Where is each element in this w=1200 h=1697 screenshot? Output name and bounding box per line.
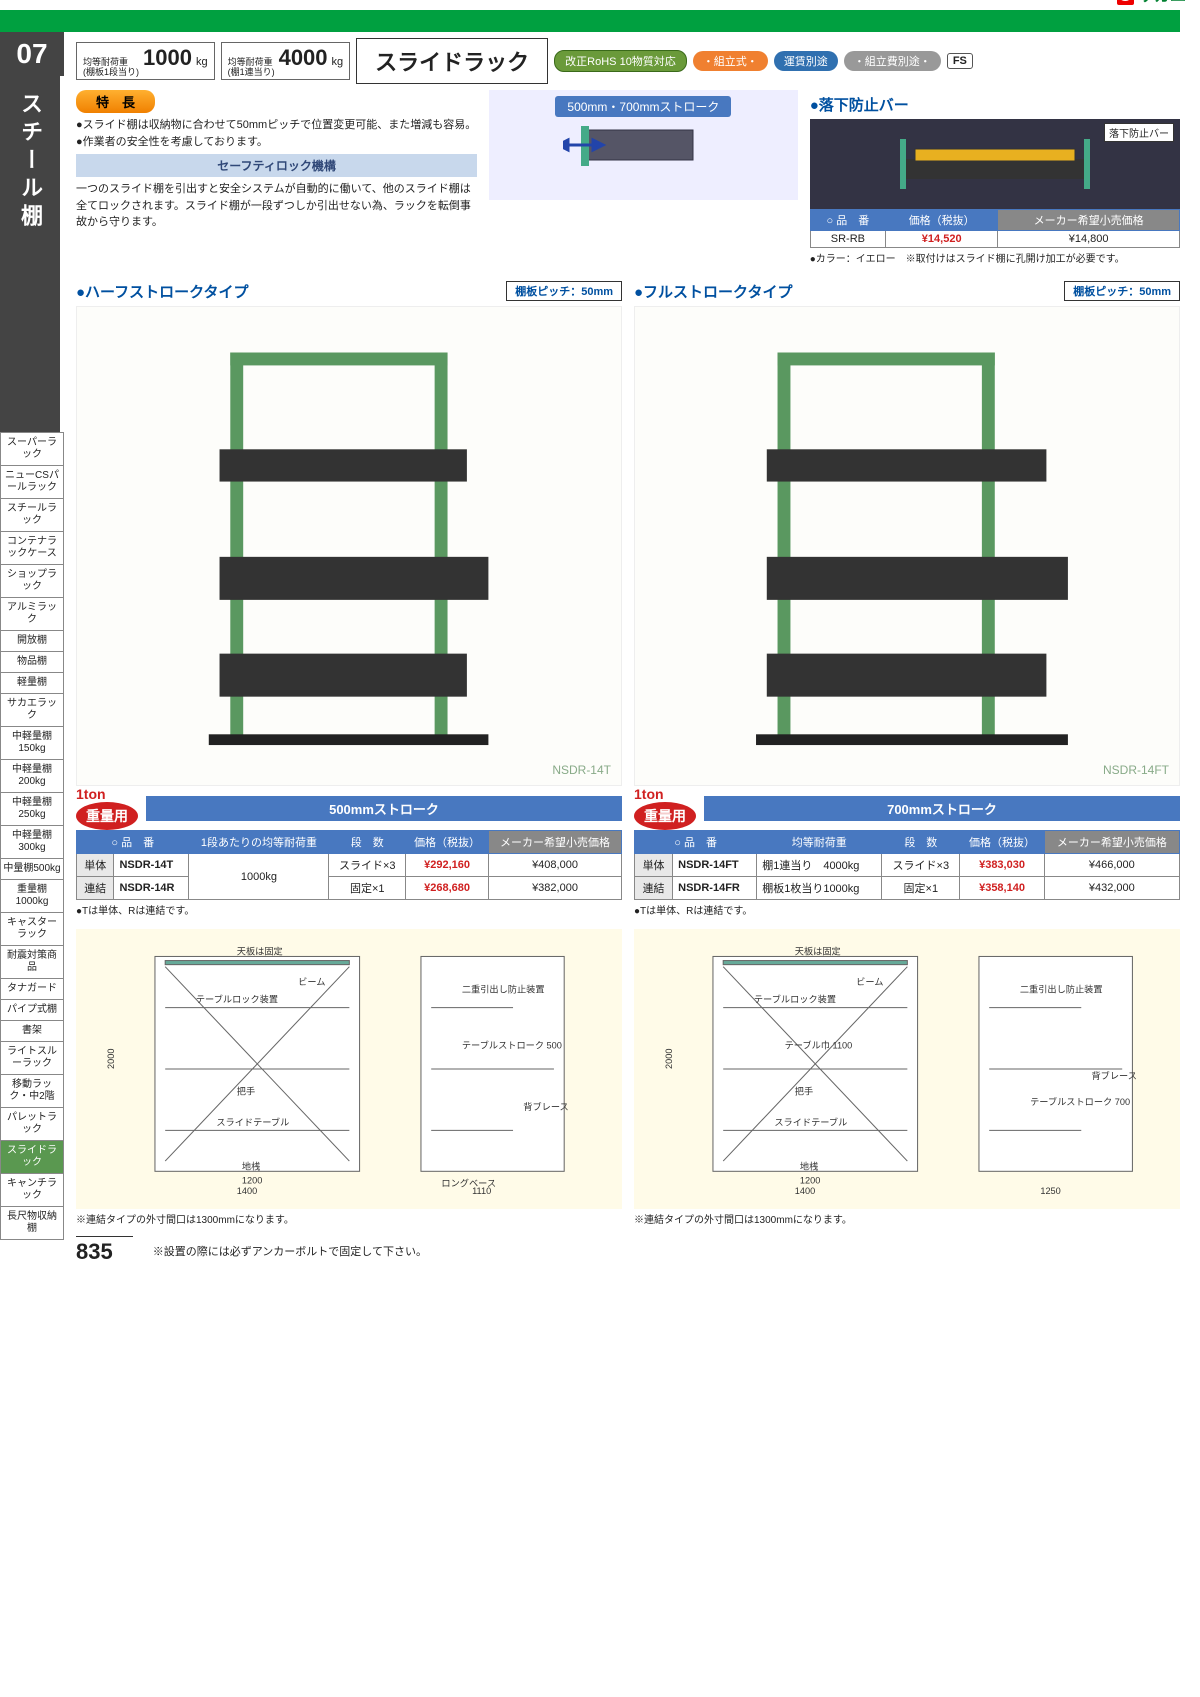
category-number: 07	[0, 32, 64, 76]
svg-text:背ブレース: 背ブレース	[523, 1101, 568, 1112]
sidebar-item[interactable]: 中軽量棚150kg	[0, 727, 64, 760]
sidebar-item[interactable]: キャンチラック	[0, 1174, 64, 1207]
sidebar-item[interactable]: 移動ラック・中2階	[0, 1075, 64, 1108]
sidebar-item[interactable]: 長尺物収納棚	[0, 1207, 64, 1240]
sidebar-item[interactable]: パイプ式棚	[0, 1000, 64, 1021]
fallbar-table: ○ 品 番価格（税抜）メーカー希望小売価格 SR-RB¥14,520¥14,80…	[810, 209, 1180, 248]
fallbar-image: 落下防止バー	[810, 119, 1180, 209]
svg-text:1400: 1400	[236, 1186, 256, 1196]
full-stroke-section: ●フルストロークタイプ 棚板ピッチ：50mm NSDR-14FT	[634, 277, 1180, 1228]
left-column: 07 スチール棚 スーパーラックニューCSパールラックスチールラックコンテナラッ…	[0, 32, 64, 1240]
svg-text:テーブルストローク 700: テーブルストローク 700	[1030, 1096, 1130, 1107]
svg-text:ビーム: ビーム	[856, 977, 883, 987]
header-row: 均等耐荷重(棚板1段当り) 1000kg 均等耐荷重(棚1連当り) 4000kg…	[76, 32, 1180, 90]
sidebar-item[interactable]: スライドラック	[0, 1141, 64, 1174]
category-title: スチール棚	[0, 76, 60, 432]
fallbar-note: ●カラー：イエロー ※取付けはスライド棚に孔開け加工が必要です。	[810, 248, 1180, 267]
svg-text:1400: 1400	[794, 1186, 814, 1196]
sidebar-item[interactable]: 中軽量棚300kg	[0, 826, 64, 859]
feature-label: 特 長	[76, 90, 155, 113]
sidebar-item[interactable]: 耐震対策商品	[0, 946, 64, 979]
svg-text:把手: 把手	[236, 1086, 254, 1097]
sidebar-item[interactable]: 中軽量棚250kg	[0, 793, 64, 826]
svg-text:スライドテーブル: スライドテーブル	[774, 1116, 847, 1127]
full-diagram: 天板は固定 ビーム テーブルロック装置 二重引出し防止装置 テーブル巾 1100…	[634, 929, 1180, 1209]
sidebar-item[interactable]: アルミラック	[0, 598, 64, 631]
page-number: 835	[76, 1236, 133, 1265]
sidebar-item[interactable]: キャスターラック	[0, 913, 64, 946]
full-head: ●フルストロークタイプ 棚板ピッチ：50mm	[634, 277, 1180, 306]
sidebar-item[interactable]: スーパーラック	[0, 432, 64, 466]
svg-text:テーブル巾 1100: テーブル巾 1100	[784, 1040, 852, 1051]
sidebar-item[interactable]: サカエラック	[0, 694, 64, 727]
sidebar-item[interactable]: コンテナラックケース	[0, 532, 64, 565]
svg-text:天板は固定: 天板は固定	[794, 945, 840, 956]
svg-text:天板は固定: 天板は固定	[236, 945, 282, 956]
sidebar-item[interactable]: スチールラック	[0, 499, 64, 532]
pill-buildfee: ・組立費別途・	[844, 51, 941, 71]
sidebar-item[interactable]: 重量棚1000kg	[0, 880, 64, 913]
sidebar-item[interactable]: ショップラック	[0, 565, 64, 598]
svg-text:二重引出し防止装置: 二重引出し防止装置	[1020, 983, 1103, 994]
footer: 835 ※設置の際には必ずアンカーボルトで固定して下さい。	[0, 1228, 1180, 1265]
svg-text:テーブルストローク 500: テーブルストローク 500	[462, 1040, 562, 1051]
brand-logo: S サカエ	[1117, 0, 1186, 6]
sidebar-item[interactable]: タナガード	[0, 979, 64, 1000]
load-box-2: 均等耐荷重(棚1連当り) 4000kg	[221, 42, 351, 81]
svg-text:地桟: 地桟	[800, 1160, 818, 1171]
sidebar-item[interactable]: 中量棚500kg	[0, 859, 64, 880]
half-diagram: 天板は固定 ビーム テーブルロック装置 二重引出し防止装置 テーブルストローク …	[76, 929, 622, 1209]
pill-shipping: 運賃別途	[774, 51, 838, 71]
fallbar-head: ●落下防止バー	[810, 90, 1180, 119]
pill-assembly: ・組立式・	[693, 51, 768, 71]
safety-lock-head: セーフティロック機構	[76, 154, 477, 177]
svg-text:テーブルロック装置: テーブルロック装置	[754, 994, 836, 1005]
stroke-illustration: 500mm・700mmストローク	[489, 90, 798, 200]
svg-text:地桟: 地桟	[242, 1160, 260, 1171]
svg-text:スライドテーブル: スライドテーブル	[216, 1116, 289, 1127]
svg-text:1250: 1250	[1040, 1186, 1060, 1196]
sidebar-item[interactable]: 書架	[0, 1021, 64, 1042]
full-spec-table: ○ 品 番 均等耐荷重 段 数 価格（税抜） メーカー希望小売価格 単体 NSD…	[634, 830, 1180, 900]
rohs-badge: 改正RoHS 10物質対応	[554, 50, 687, 72]
half-head: ●ハーフストロークタイプ 棚板ピッチ：50mm	[76, 277, 622, 306]
half-product-image: NSDR-14T	[76, 306, 622, 786]
sidebar-item[interactable]: 物品棚	[0, 652, 64, 673]
safety-lock-body: 一つのスライド棚を引出すと安全システムが自動的に働いて、他のスライド棚は全てロッ…	[76, 177, 477, 235]
svg-text:ビーム: ビーム	[298, 977, 325, 987]
half-spec-table: ○ 品 番 1段あたりの均等耐荷重 段 数 価格（税抜） メーカー希望小売価格 …	[76, 830, 622, 900]
load-box-1: 均等耐荷重(棚板1段当り) 1000kg	[76, 42, 215, 81]
full-product-image: NSDR-14FT	[634, 306, 1180, 786]
top-green-bar	[0, 10, 1180, 32]
svg-text:背ブレース: 背ブレース	[1091, 1070, 1136, 1081]
sidebar-item[interactable]: ニューCSパールラック	[0, 466, 64, 499]
svg-text:二重引出し防止装置: 二重引出し防止装置	[462, 983, 545, 994]
sidebar-item[interactable]: 軽量棚	[0, 673, 64, 694]
sidebar-item[interactable]: ライトスルーラック	[0, 1042, 64, 1075]
page-title: スライドラック	[356, 38, 548, 84]
side-nav: スーパーラックニューCSパールラックスチールラックコンテナラックケースショップラ…	[0, 432, 64, 1240]
svg-text:把手: 把手	[794, 1086, 812, 1097]
svg-text:1200: 1200	[800, 1176, 820, 1186]
sidebar-item[interactable]: 中軽量棚200kg	[0, 760, 64, 793]
svg-text:2000: 2000	[664, 1049, 674, 1069]
sidebar-item[interactable]: 開放棚	[0, 631, 64, 652]
svg-text:テーブルロック装置: テーブルロック装置	[196, 994, 278, 1005]
svg-text:1110: 1110	[472, 1186, 491, 1196]
sidebar-item[interactable]: パレットラック	[0, 1108, 64, 1141]
half-stroke-section: ●ハーフストロークタイプ 棚板ピッチ：50mm NSDR-14T	[76, 277, 622, 1228]
feature-bullets: ●スライド棚は収納物に合わせて50mmピッチで位置変更可能、また増減も容易。 ●…	[76, 113, 477, 154]
fs-badge: FS	[947, 53, 973, 69]
svg-text:2000: 2000	[106, 1049, 116, 1069]
footer-note: ※設置の際には必ずアンカーボルトで固定して下さい。	[153, 1243, 427, 1259]
svg-text:1200: 1200	[242, 1176, 262, 1186]
